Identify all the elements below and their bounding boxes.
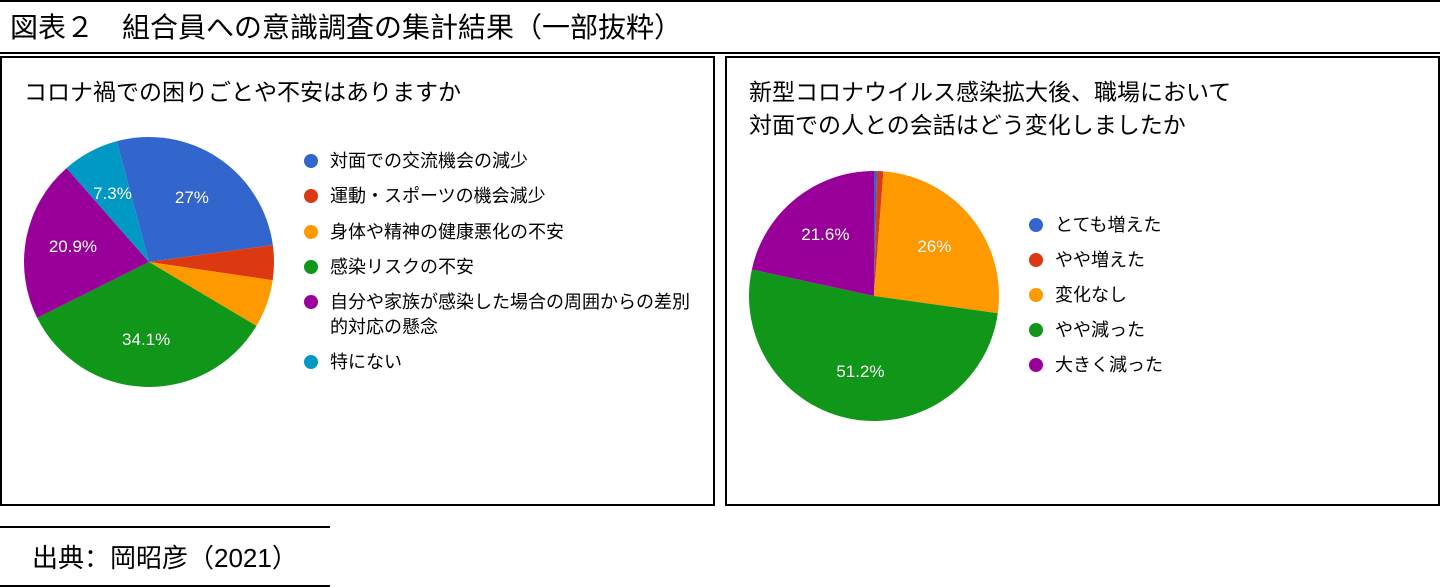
legend-item: 特にない — [304, 350, 691, 375]
legend-item: 運動・スポーツの機会減少 — [304, 184, 691, 209]
legend-right: とても増えたやや増えた変化なしやや減った大きく減った — [1029, 213, 1163, 379]
legend-label: 変化なし — [1055, 283, 1163, 308]
pie-slice-label: 21.6% — [801, 225, 849, 245]
legend-label: 自分や家族が感染した場合の周囲からの差別的対応の懸念 — [330, 290, 691, 340]
legend-label: 特にない — [330, 350, 691, 375]
legend-label: 運動・スポーツの機会減少 — [330, 184, 691, 209]
legend-swatch — [304, 355, 318, 369]
pie-slice-label: 26% — [917, 237, 951, 257]
legend-swatch — [1029, 253, 1043, 267]
legend-swatch — [1029, 288, 1043, 302]
legend-item: 大きく減った — [1029, 353, 1163, 378]
pie-chart-right: 26% 51.2% 21.6% — [749, 171, 999, 421]
legend-swatch — [1029, 323, 1043, 337]
panels-row: コロナ禍での困りごとや不安はありますか 27% 34.1% 20.9% 7.3% 対面… — [0, 56, 1440, 506]
legend-label: とても増えた — [1055, 213, 1163, 238]
pie-slice-label: 34.1% — [122, 330, 170, 350]
legend-item: やや減った — [1029, 318, 1163, 343]
legend-item: とても増えた — [1029, 213, 1163, 238]
panel-right-chart: 26% 51.2% 21.6% とても増えたやや増えた変化なしやや減った大きく減った — [749, 171, 1416, 421]
legend-swatch — [304, 225, 318, 239]
source-citation: 出典：岡昭彦（2021） — [0, 526, 330, 587]
legend-swatch — [304, 154, 318, 168]
legend-item: 自分や家族が感染した場合の周囲からの差別的対応の懸念 — [304, 290, 691, 340]
panel-left-chart: 27% 34.1% 20.9% 7.3% 対面での交流機会の減少運動・スポーツの機会減… — [24, 137, 691, 387]
legend-label: 感染リスクの不安 — [330, 255, 691, 280]
legend-item: 身体や精神の健康悪化の不安 — [304, 220, 691, 245]
legend-label: 対面での交流機会の減少 — [330, 149, 691, 174]
pie-chart-left: 27% 34.1% 20.9% 7.3% — [24, 137, 274, 387]
legend-swatch — [1029, 218, 1043, 232]
legend-label: やや増えた — [1055, 248, 1163, 273]
pie-svg — [24, 137, 274, 387]
pie-svg — [749, 171, 999, 421]
panel-right: 新型コロナウイルス感染拡大後、職場において対面での人との会話はどう変化しましたか… — [725, 56, 1440, 506]
panel-left-title: コロナ禍での困りごとや不安はありますか — [24, 76, 691, 109]
pie-slice-label: 51.2% — [836, 362, 884, 382]
legend-swatch — [304, 189, 318, 203]
legend-swatch — [304, 260, 318, 274]
legend-swatch — [304, 295, 318, 309]
panel-left: コロナ禍での困りごとや不安はありますか 27% 34.1% 20.9% 7.3% 対面… — [0, 56, 715, 506]
pie-slice-label: 27% — [175, 188, 209, 208]
legend-item: 対面での交流機会の減少 — [304, 149, 691, 174]
legend-left: 対面での交流機会の減少運動・スポーツの機会減少身体や精神の健康悪化の不安感染リス… — [304, 149, 691, 375]
legend-label: やや減った — [1055, 318, 1163, 343]
legend-item: やや増えた — [1029, 248, 1163, 273]
legend-item: 感染リスクの不安 — [304, 255, 691, 280]
figure-title: 図表２ 組合員への意識調査の集計結果（一部抜粋） — [0, 0, 1440, 54]
legend-item: 変化なし — [1029, 283, 1163, 308]
pie-slice-label: 20.9% — [49, 237, 97, 257]
legend-label: 身体や精神の健康悪化の不安 — [330, 220, 691, 245]
legend-swatch — [1029, 358, 1043, 372]
legend-label: 大きく減った — [1055, 353, 1163, 378]
pie-slice-label: 7.3% — [93, 184, 132, 204]
panel-right-title: 新型コロナウイルス感染拡大後、職場において対面での人との会話はどう変化しましたか — [749, 76, 1416, 143]
